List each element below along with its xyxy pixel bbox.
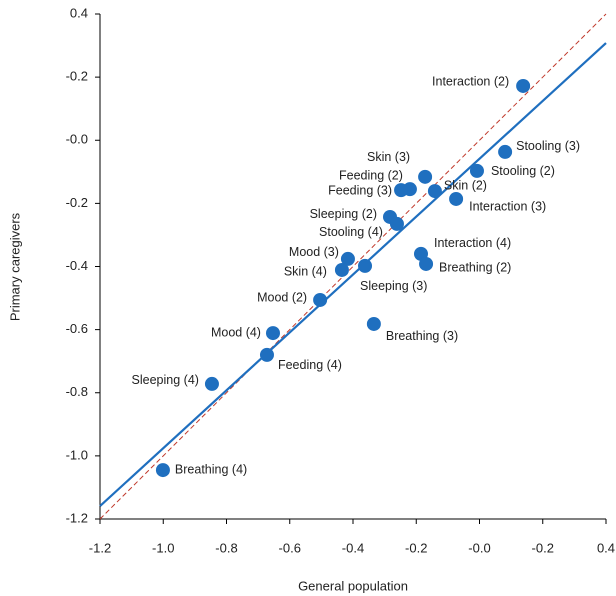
point — [259, 347, 274, 362]
point-label: Sleeping (2) — [310, 207, 377, 221]
point-label: Stooling (4) — [319, 225, 383, 239]
point-label: Skin (4) — [284, 264, 327, 278]
x-tick-label: -0.8 — [215, 540, 237, 555]
y-tick-label: -1.2 — [66, 510, 88, 525]
y-tick-label: -0.4 — [66, 258, 88, 273]
x-tick-label: -0.2 — [405, 540, 427, 555]
point-label: Mood (2) — [257, 290, 307, 304]
reference-line — [99, 13, 607, 520]
point — [340, 251, 355, 266]
point — [265, 326, 280, 341]
point — [389, 216, 404, 231]
point-label: Skin (3) — [367, 150, 410, 164]
point-label: Skin (2) — [444, 178, 487, 192]
x-tick-label: -1.0 — [152, 540, 174, 555]
y-tick-label: -0.6 — [66, 321, 88, 336]
point — [334, 262, 349, 277]
point-label: Breathing (4) — [175, 462, 247, 476]
point — [449, 191, 464, 206]
x-tick-label: -0.0 — [468, 540, 490, 555]
point-label: Feeding (2) — [339, 168, 403, 182]
point — [498, 144, 513, 159]
point — [469, 163, 484, 178]
point — [419, 256, 434, 271]
point — [155, 463, 170, 478]
point — [427, 184, 442, 199]
y-tick-label: -0.2 — [66, 69, 88, 84]
y-tick-label: 0.4 — [70, 5, 88, 20]
point-label: Feeding (4) — [278, 358, 342, 372]
point — [313, 292, 328, 307]
point-label: Sleeping (3) — [360, 279, 427, 293]
point-label: Breathing (3) — [386, 329, 458, 343]
point — [358, 258, 373, 273]
point-label: Sleeping (4) — [132, 373, 199, 387]
x-tick-label: -0.2 — [532, 540, 554, 555]
point-label: Stooling (2) — [491, 164, 555, 178]
point-label: Interaction (3) — [469, 199, 546, 213]
y-tick-label: -0.8 — [66, 384, 88, 399]
point — [516, 78, 531, 93]
x-tick-label: -0.4 — [342, 540, 364, 555]
x-tick-label: -1.2 — [89, 540, 111, 555]
y-tick-label: -1.0 — [66, 447, 88, 462]
x-axis-label: General population — [298, 578, 408, 593]
point-label: Interaction (2) — [432, 74, 509, 88]
point-label: Breathing (2) — [439, 260, 511, 274]
point-label: Interaction (4) — [434, 236, 511, 250]
point — [366, 316, 381, 331]
point-label: Mood (3) — [289, 245, 339, 259]
y-axis-label: Primary caregivers — [7, 212, 22, 321]
point — [394, 183, 409, 198]
point — [418, 169, 433, 184]
point-label: Mood (4) — [211, 325, 261, 339]
x-tick-label: 0.4 — [597, 540, 615, 555]
x-tick-label: -0.6 — [279, 540, 301, 555]
y-tick-label: -0.2 — [66, 195, 88, 210]
fit-line — [99, 42, 607, 507]
point — [204, 376, 219, 391]
y-tick-label: -0.0 — [66, 132, 88, 147]
point-label: Stooling (3) — [516, 139, 580, 153]
point-label: Feeding (3) — [328, 183, 392, 197]
